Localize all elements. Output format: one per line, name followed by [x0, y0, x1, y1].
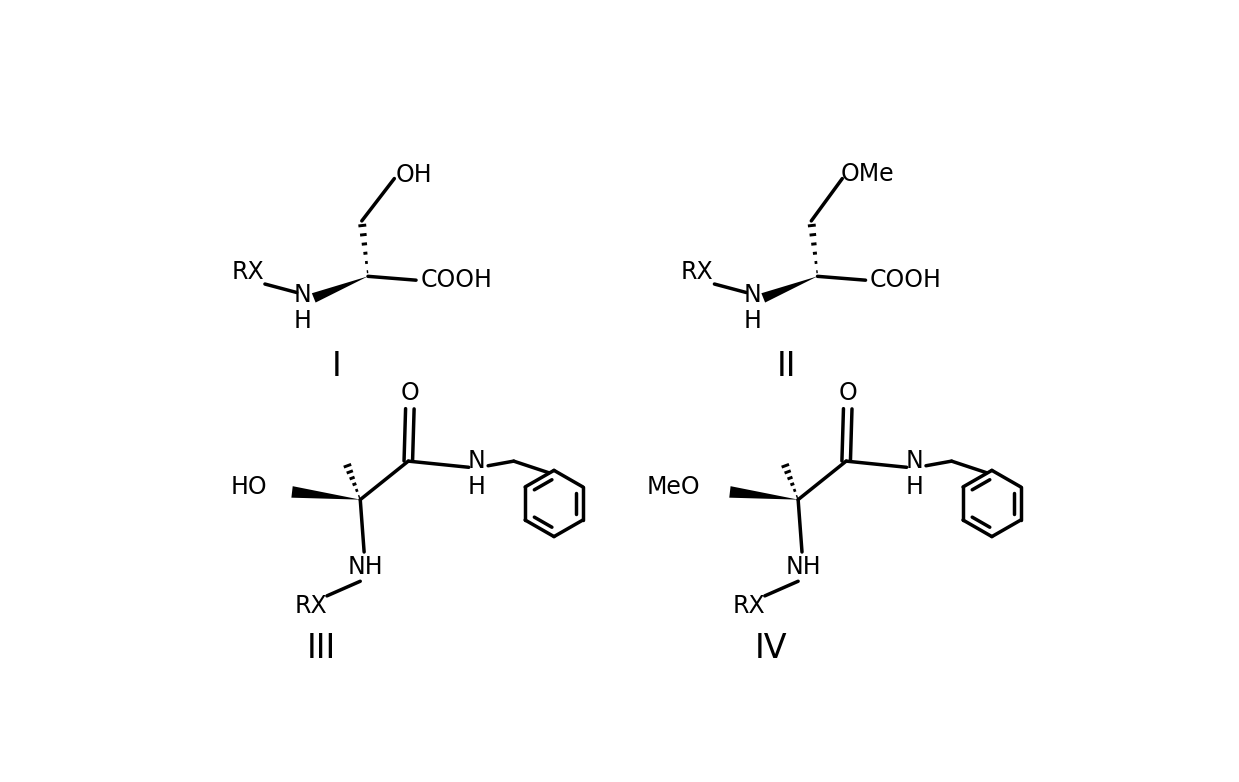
Text: RX: RX [232, 260, 264, 284]
Text: COOH: COOH [870, 268, 942, 292]
Text: H: H [294, 309, 312, 333]
Text: N: N [906, 449, 923, 473]
Polygon shape [730, 486, 798, 500]
Text: HO: HO [230, 475, 268, 500]
Text: MeO: MeO [647, 475, 700, 500]
Polygon shape [312, 276, 368, 303]
Text: IV: IV [755, 632, 787, 665]
Text: N: N [743, 283, 761, 307]
Text: NH: NH [786, 555, 821, 579]
Text: RX: RX [733, 594, 766, 618]
Text: RX: RX [681, 260, 714, 284]
Text: H: H [467, 475, 486, 499]
Text: II: II [777, 350, 797, 383]
Text: NH: NH [348, 555, 384, 579]
Polygon shape [291, 486, 361, 500]
Text: I: I [332, 350, 342, 383]
Text: RX: RX [295, 594, 328, 618]
Text: H: H [906, 475, 923, 499]
Polygon shape [762, 276, 818, 303]
Text: N: N [294, 283, 312, 307]
Text: O: O [400, 382, 419, 405]
Text: III: III [307, 632, 336, 665]
Text: COOH: COOH [420, 268, 492, 292]
Text: OH: OH [395, 163, 432, 187]
Text: N: N [467, 449, 486, 473]
Text: H: H [743, 309, 761, 333]
Text: OMe: OMe [840, 162, 893, 186]
Text: O: O [839, 382, 857, 405]
